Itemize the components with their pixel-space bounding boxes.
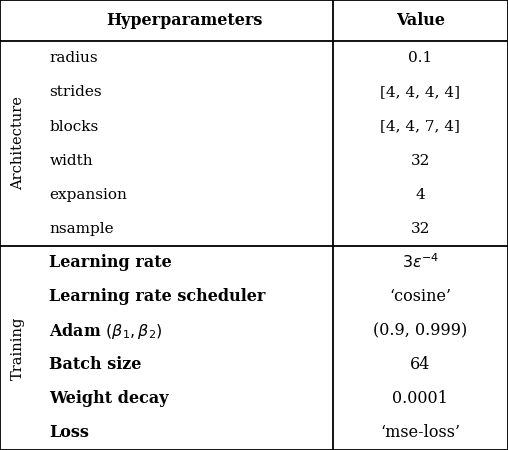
Text: ‘cosine’: ‘cosine’ <box>389 288 452 305</box>
Text: Learning rate: Learning rate <box>49 254 172 271</box>
Text: [4, 4, 4, 4]: [4, 4, 4, 4] <box>380 86 460 99</box>
Text: 32: 32 <box>410 153 430 167</box>
Text: blocks: blocks <box>49 120 99 134</box>
Text: [4, 4, 7, 4]: [4, 4, 7, 4] <box>380 120 460 134</box>
Text: Loss: Loss <box>49 424 89 441</box>
Text: 0.0001: 0.0001 <box>393 391 448 407</box>
Text: 64: 64 <box>410 356 431 374</box>
Text: width: width <box>49 153 93 167</box>
Text: strides: strides <box>49 86 102 99</box>
Text: Training: Training <box>11 316 25 379</box>
Text: Hyperparameters: Hyperparameters <box>107 12 263 29</box>
Text: radius: radius <box>49 51 98 65</box>
Text: $3\epsilon^{-4}$: $3\epsilon^{-4}$ <box>402 253 439 272</box>
Text: Learning rate scheduler: Learning rate scheduler <box>49 288 266 305</box>
Text: Batch size: Batch size <box>49 356 142 374</box>
Text: 4: 4 <box>416 188 425 202</box>
Text: 32: 32 <box>410 222 430 236</box>
Text: 0.1: 0.1 <box>408 51 432 65</box>
Text: (0.9, 0.999): (0.9, 0.999) <box>373 322 467 339</box>
Text: Adam $(\beta_1, \beta_2)$: Adam $(\beta_1, \beta_2)$ <box>49 321 163 341</box>
Text: Architecture: Architecture <box>11 97 25 190</box>
Text: Weight decay: Weight decay <box>49 391 169 407</box>
Text: ‘mse-loss’: ‘mse-loss’ <box>380 424 460 441</box>
Text: nsample: nsample <box>49 222 114 236</box>
Text: expansion: expansion <box>49 188 127 202</box>
Text: Value: Value <box>396 12 445 29</box>
